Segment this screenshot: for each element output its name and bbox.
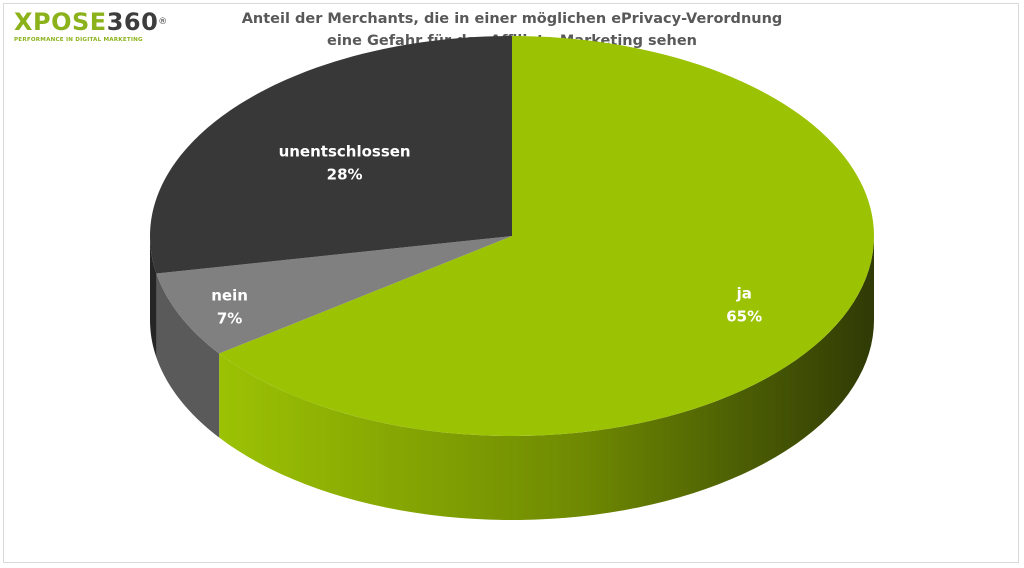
slice-value-ja: 65% xyxy=(726,307,762,325)
pie-slice-ja xyxy=(219,36,874,436)
pie-slice-unentschlossen xyxy=(150,36,512,274)
pie-side-nein xyxy=(156,273,220,438)
chart-title-line-1: Anteil der Merchants, die in einer mögli… xyxy=(241,11,783,27)
pie-top-face xyxy=(150,36,874,436)
slice-label-unentschlossen: unentschlossen xyxy=(279,143,411,161)
pie-side-ja xyxy=(219,236,874,520)
logo-360: 360 xyxy=(106,8,159,36)
logo-wordmark: XPOSE360® xyxy=(14,10,168,34)
slice-label-ja: ja xyxy=(736,284,752,302)
logo-tagline: PERFORMANCE IN DIGITAL MARKETING xyxy=(14,37,143,43)
logo-registered: ® xyxy=(158,17,168,27)
pie-slice-nein xyxy=(156,236,512,354)
slice-label-nein: nein xyxy=(211,287,248,305)
pie-side-walls xyxy=(150,236,874,520)
logo-xpose: XPOSE xyxy=(14,8,107,36)
pie-side-unentschlossen xyxy=(150,236,157,358)
slice-value-unentschlossen: 28% xyxy=(327,166,363,184)
slice-value-nein: 7% xyxy=(217,310,242,328)
brand-logo: XPOSE360® PERFORMANCE IN DIGITAL MARKETI… xyxy=(14,10,168,43)
